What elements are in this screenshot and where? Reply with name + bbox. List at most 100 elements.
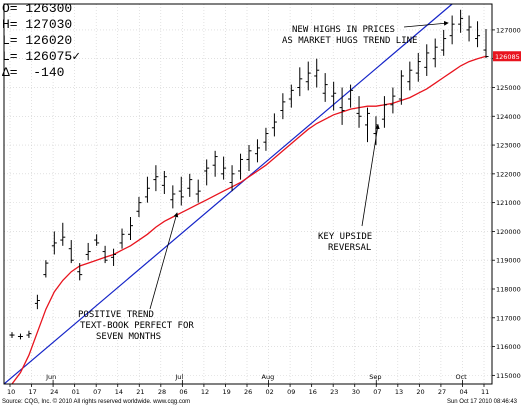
footer-source: Source: CQG, Inc. © 2010 All rights rese…	[2, 399, 191, 405]
ohlc-bar	[322, 73, 328, 102]
ohlc-bar	[373, 116, 379, 146]
annotation-arrow	[149, 212, 179, 310]
ohlc-bar	[314, 58, 320, 88]
ohlc-bar	[458, 9, 464, 33]
high-value: 127030	[25, 17, 73, 32]
low-label: L=	[2, 33, 18, 48]
ohlc-bar	[17, 333, 23, 340]
last-price-label: 126085	[495, 53, 520, 61]
x-day-label: 23	[330, 388, 338, 396]
moving-average-layer	[11, 55, 487, 385]
ohlc-bar	[365, 107, 370, 143]
annotation-text: KEY UPSIDE	[318, 232, 372, 242]
ohlc-bar	[204, 159, 210, 186]
trend-line-layer	[3, 3, 453, 385]
ohlc-bar	[85, 242, 91, 261]
check-icon: ✓	[72, 49, 81, 64]
x-day-label: 24	[50, 388, 58, 396]
moving-average-line	[11, 55, 487, 385]
ohlc-bar	[144, 176, 150, 203]
x-month-label: Jul	[174, 373, 183, 381]
ohlc-bar	[280, 93, 286, 120]
quote-low-row: L= 126020	[2, 33, 80, 49]
y-tick-label: 118000	[496, 286, 521, 294]
ohlc-bar	[424, 44, 430, 76]
x-day-label: 09	[287, 388, 295, 396]
ohlc-bar	[407, 61, 413, 91]
ohlc-bar	[9, 332, 15, 338]
annotation-text: REVERSAL	[328, 243, 371, 253]
axes: 1150001160001170001180001190001200001210…	[3, 3, 521, 396]
footer: Source: CQG, Inc. © 2010 All rights rese…	[2, 399, 519, 405]
ohlc-bar	[263, 127, 269, 151]
ohlc-bar	[170, 185, 176, 209]
ohlc-bar	[77, 263, 83, 281]
ohlc-bar	[26, 330, 32, 338]
ohlc-bar	[297, 67, 303, 97]
ohlc-bar	[153, 165, 159, 192]
x-day-label: 28	[158, 388, 166, 396]
x-day-label: 07	[93, 388, 101, 396]
ohlc-bar	[271, 113, 277, 137]
annotation-text: AS MARKET HUGS TREND LINE	[282, 36, 417, 46]
open-label: O=	[2, 1, 18, 16]
y-tick-label: 127000	[496, 26, 521, 34]
x-day-label: 10	[7, 388, 15, 396]
ohlc-bar	[441, 29, 447, 56]
quote-last-row: L= 126075✓	[2, 49, 80, 65]
ohlc-bar	[212, 150, 218, 177]
ohlc-bar	[432, 38, 438, 68]
x-day-label: 27	[438, 388, 446, 396]
x-day-label: 06	[179, 388, 187, 396]
annotation-text: POSITIVE TREND	[78, 310, 154, 320]
x-day-label: 16	[309, 388, 317, 396]
ohlc-bar	[43, 260, 49, 278]
x-day-label: 14	[115, 388, 123, 396]
y-tick-label: 117000	[496, 314, 521, 322]
y-tick-label: 124000	[496, 113, 521, 121]
ohlc-bar	[221, 156, 227, 180]
ohlc-bar	[356, 96, 362, 128]
grid	[4, 4, 492, 384]
y-tick-label: 119000	[496, 257, 521, 265]
last-label: L=	[2, 49, 18, 64]
y-tick-label: 123000	[496, 142, 521, 150]
ohlc-bar	[161, 170, 167, 194]
ohlc-bar	[398, 70, 404, 105]
y-tick-label: 122000	[496, 170, 521, 178]
low-value: 126020	[25, 33, 73, 48]
open-value: 126300	[25, 1, 73, 16]
annotation-text: SEVEN MONTHS	[96, 332, 161, 342]
y-tick-label: 125000	[496, 84, 521, 92]
ohlc-bar	[483, 29, 489, 59]
high-label: H=	[2, 17, 18, 32]
ohlc-bar	[111, 248, 117, 266]
plot-frame	[3, 3, 493, 385]
last-price-tag	[493, 51, 521, 62]
x-day-label: 07	[373, 388, 381, 396]
y-tick-label: 115000	[496, 372, 521, 380]
trend-line	[3, 3, 453, 385]
x-month-label: Jun	[45, 373, 56, 381]
x-month-label: Sep	[369, 373, 381, 381]
ohlc-bar	[288, 84, 294, 108]
change-label: Δ=	[2, 65, 18, 80]
x-day-label: 26	[244, 388, 252, 396]
x-month-label: Aug	[262, 373, 275, 381]
x-day-label: 20	[416, 388, 424, 396]
ohlc-bar	[51, 231, 57, 255]
x-day-label: 21	[136, 388, 144, 396]
ohlc-bar	[449, 15, 455, 45]
ohlc-bar	[94, 234, 100, 246]
ohlc-bar	[348, 84, 354, 108]
footer-timestamp: Sun Oct 17 2010 08:46:43	[446, 399, 517, 405]
quote-panel: O= 126300 H= 127030 L= 126020 L= 126075✓…	[2, 1, 80, 81]
x-day-label: 17	[29, 388, 37, 396]
quote-high-row: H= 127030	[2, 17, 80, 33]
annotation-arrow	[403, 20, 449, 28]
annotation-text: NEW HIGHS IN PRICES	[292, 25, 395, 35]
ohlc-bar	[178, 176, 184, 206]
